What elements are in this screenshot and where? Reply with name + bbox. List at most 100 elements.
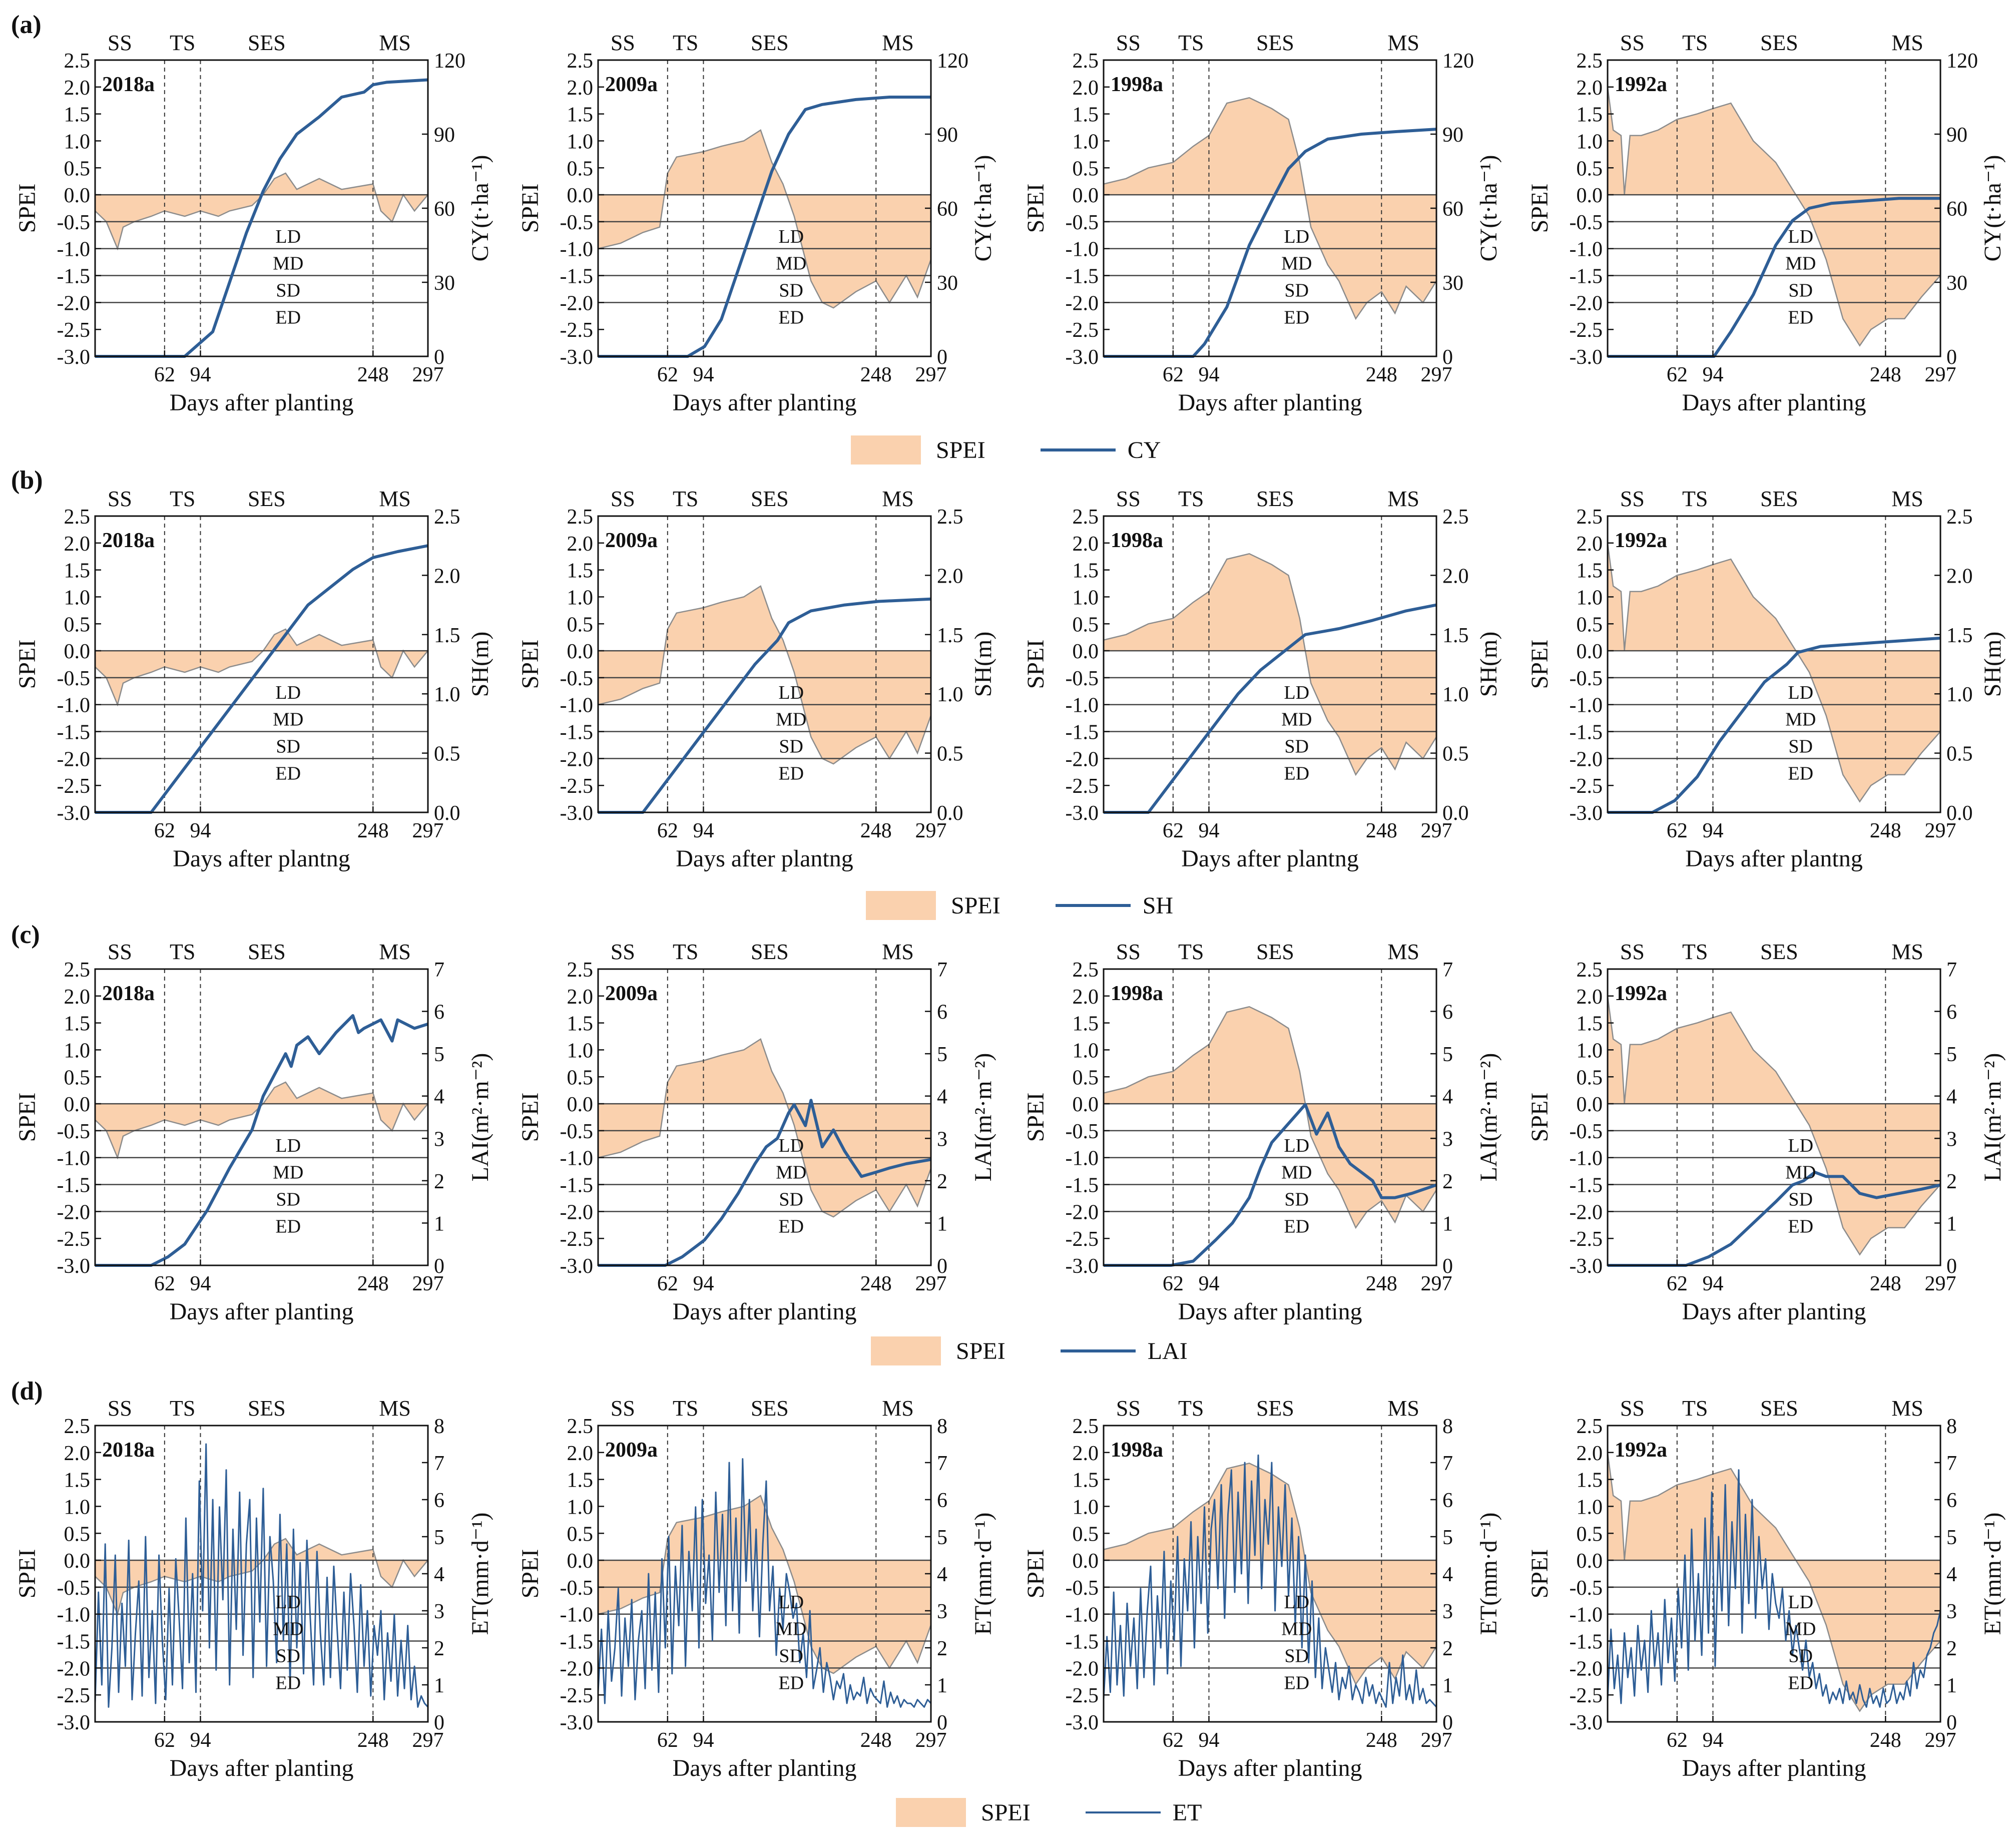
left-tick-label: -1.0 — [560, 1604, 594, 1627]
left-tick-label: 2.0 — [1073, 77, 1099, 100]
x-tick-label: 297 — [1925, 819, 1956, 842]
left-tick-label: -1.5 — [560, 1631, 594, 1654]
left-tick-label: -2.0 — [560, 1201, 594, 1224]
stage-label-ses: SES — [751, 940, 789, 964]
cy-series-line — [1104, 128, 1437, 358]
drought-label-ld: LD — [1284, 1592, 1309, 1613]
subplot-et-1998a — [1103, 1425, 1437, 1723]
x-tick-label: 94 — [1702, 1729, 1723, 1752]
y-axis-label-left: SPEI — [1023, 1549, 1049, 1599]
subplot-sh-2009a — [597, 515, 932, 814]
x-tick-label: 62 — [657, 819, 678, 842]
right-tick-label: 7 — [1442, 959, 1453, 982]
stage-label-ts: TS — [170, 31, 195, 55]
left-tick-label: -3.0 — [1570, 802, 1603, 825]
left-tick-label: -0.5 — [1066, 1577, 1099, 1600]
right-tick-label: 4 — [937, 1086, 947, 1109]
x-tick-label: 94 — [190, 1729, 211, 1752]
y-axis-label-right: CY(t·ha⁻¹) — [970, 155, 996, 262]
x-tick-label: 94 — [1702, 819, 1723, 842]
left-tick-label: -2.0 — [1066, 1201, 1099, 1224]
x-tick-label: 248 — [357, 1729, 389, 1752]
x-tick-label: 248 — [1366, 363, 1397, 386]
stage-label-ms: MS — [1891, 31, 1923, 55]
left-tick-label: 2.5 — [567, 506, 594, 529]
spei-edge-line — [1607, 996, 1941, 1256]
stage-label-ms: MS — [882, 940, 914, 964]
stage-label-ms: MS — [1891, 940, 1923, 964]
legend-var-label: LAI — [1147, 1337, 1188, 1364]
left-tick-label: 0.5 — [567, 1066, 594, 1089]
stage-label-ms: MS — [1387, 31, 1419, 55]
drought-label-sd: SD — [1284, 736, 1309, 757]
year-label: 1992a — [1615, 73, 1667, 96]
left-tick-label: 0.5 — [1577, 157, 1603, 180]
right-tick-label: 4 — [434, 1086, 444, 1109]
et-series-line — [1103, 1454, 1437, 1708]
y-axis-label-left: SPEI — [14, 1093, 41, 1142]
left-tick-label: -1.5 — [1570, 721, 1603, 744]
left-tick-label: -1.5 — [1066, 1174, 1099, 1197]
x-axis-label: Days after planting — [673, 1298, 857, 1325]
left-tick-label: -3.0 — [560, 346, 594, 369]
panel-label-a: (a) — [11, 11, 42, 39]
x-tick-label: 297 — [1421, 819, 1452, 842]
left-tick-label: 1.5 — [64, 560, 91, 583]
stage-label-ses: SES — [248, 1396, 286, 1421]
y-axis-label-left: SPEI — [517, 184, 544, 233]
subplot-cy-1998a — [1103, 59, 1437, 358]
left-tick-label: -1.5 — [1066, 265, 1099, 288]
left-tick-label: -1.0 — [1066, 238, 1099, 261]
left-tick-label: 1.0 — [567, 1496, 594, 1519]
left-tick-label: 1.0 — [64, 1039, 91, 1062]
x-tick-label: 62 — [154, 819, 175, 842]
drought-label-ld: LD — [1788, 1135, 1813, 1156]
left-tick-label: 0.0 — [1577, 184, 1603, 207]
subplot-sh-2018a — [94, 515, 429, 814]
spei-area — [95, 629, 428, 705]
left-tick-label: 2.0 — [1073, 1442, 1099, 1465]
x-tick-label: 297 — [412, 819, 444, 842]
right-tick-label: 2 — [1946, 1170, 1957, 1193]
left-tick-label: 1.0 — [567, 130, 594, 153]
left-tick-label: -1.0 — [1570, 1604, 1603, 1627]
left-tick-label: -1.0 — [1066, 1604, 1099, 1627]
plot-frame — [94, 968, 429, 1266]
right-tick-label: 3 — [434, 1600, 444, 1623]
right-tick-label: 1.0 — [1442, 683, 1469, 706]
right-tick-label: 1.0 — [1946, 683, 1973, 706]
y-axis-label-left: SPEI — [14, 1549, 41, 1599]
left-tick-label: 2.5 — [64, 959, 91, 982]
left-tick-label: -0.5 — [57, 667, 91, 690]
right-tick-label: 5 — [434, 1043, 444, 1066]
left-tick-label: -3.0 — [57, 1255, 91, 1278]
right-tick-label: 0.5 — [1442, 743, 1469, 766]
left-tick-label: -2.5 — [57, 775, 91, 798]
y-axis-label-left: SPEI — [1023, 1093, 1049, 1142]
subplot-sh-1998a — [1103, 515, 1437, 814]
spei-area — [598, 1039, 931, 1217]
right-tick-label: 120 — [1442, 50, 1474, 73]
x-tick-label: 62 — [1163, 363, 1184, 386]
left-tick-label: 0.0 — [64, 640, 91, 663]
cy-series-line — [95, 78, 428, 358]
left-tick-label: -1.0 — [1570, 694, 1603, 717]
x-tick-label: 297 — [1925, 1272, 1956, 1295]
left-tick-label: 2.0 — [1073, 533, 1099, 556]
spei-edge-line — [598, 585, 932, 765]
right-tick-label: 0.0 — [1946, 802, 1973, 825]
year-label: 1992a — [1615, 1439, 1667, 1462]
stage-label-ts: TS — [170, 1396, 195, 1421]
stage-label-ts: TS — [1178, 1396, 1204, 1421]
x-tick-label: 62 — [657, 1272, 678, 1295]
left-tick-label: 1.5 — [1073, 1469, 1099, 1492]
right-tick-label: 2.5 — [937, 506, 963, 529]
left-tick-label: -0.5 — [1570, 211, 1603, 234]
right-tick-label: 0.0 — [1442, 802, 1469, 825]
spei-edge-line — [598, 1494, 932, 1674]
x-axis-label: Days after planting — [1682, 389, 1866, 416]
x-axis-label: Days after planting — [170, 1755, 354, 1781]
x-tick-label: 248 — [1870, 819, 1901, 842]
stage-label-ss: SS — [611, 487, 635, 511]
drought-label-ed: ED — [1788, 1216, 1813, 1237]
